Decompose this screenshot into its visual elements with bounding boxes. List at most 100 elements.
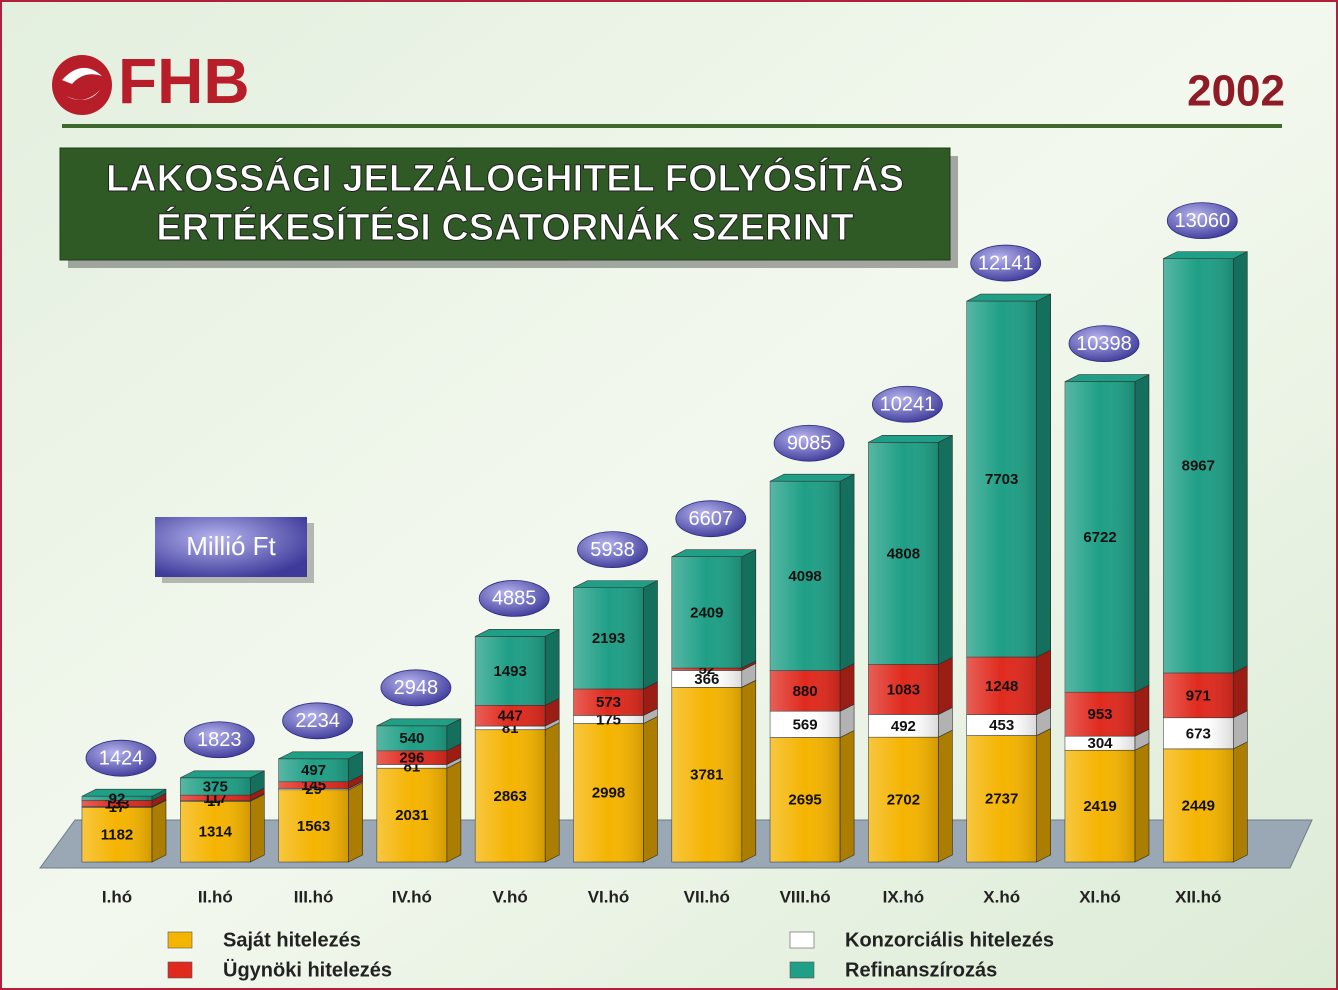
bar-shine [868, 714, 939, 738]
data-label: 880 [793, 683, 818, 700]
bar-side-shade [348, 782, 363, 862]
bar-side-shade [545, 629, 560, 706]
data-label: 2998 [592, 785, 625, 802]
legend-label: Saját hitelezés [223, 929, 361, 951]
bar-top [966, 293, 1051, 302]
bar-side-shade [250, 770, 265, 796]
data-label: 366 [694, 671, 719, 688]
bar-side-shade [1036, 728, 1051, 862]
bar-side-shade [446, 757, 461, 769]
bar-shine [671, 687, 742, 862]
bar-side-shade [152, 793, 166, 807]
total-label: 12141 [978, 252, 1034, 274]
bar-shine [82, 806, 152, 808]
data-label: 2031 [395, 807, 428, 824]
data-label: 4098 [788, 568, 821, 585]
bar-side-shade [643, 716, 658, 862]
data-label: 569 [793, 716, 818, 733]
bar-shine [278, 788, 349, 790]
data-label: 3781 [690, 767, 723, 784]
bar-shine [671, 556, 742, 669]
bar-side-shade [152, 789, 166, 801]
bar-side-shade [643, 580, 658, 689]
legend-label: Ügynöki hitelezés [223, 958, 392, 981]
bar-shine [376, 768, 447, 862]
data-label: 447 [498, 708, 523, 725]
total-badge [1068, 325, 1140, 363]
data-label: 304 [1087, 735, 1113, 752]
bar-top [573, 580, 658, 588]
bar-shine [82, 807, 152, 862]
legend-label: Refinanszírozás [845, 959, 997, 981]
total-label: 1424 [99, 747, 144, 769]
bar-shine [1163, 748, 1234, 862]
data-label: 1083 [887, 681, 920, 698]
bar-top [1064, 374, 1150, 382]
data-label: 375 [203, 778, 228, 795]
header-rule [62, 124, 1282, 128]
data-label: 540 [399, 730, 424, 747]
bar-shine [475, 725, 546, 730]
data-label: 2863 [494, 788, 527, 805]
bar-shine [376, 725, 447, 751]
bar-side-shade [1135, 374, 1149, 693]
title-box [59, 147, 951, 261]
bar-side-shade [348, 774, 363, 789]
bar-side-shade [938, 707, 953, 738]
total-badge [872, 385, 943, 423]
bar-shine [868, 442, 939, 665]
bar-side-shade [152, 800, 166, 862]
legend-swatch [167, 931, 193, 949]
bar-side-shade [938, 435, 953, 665]
total-label: 1823 [197, 729, 242, 751]
data-label: 2193 [592, 630, 625, 647]
data-label: 453 [989, 717, 1014, 734]
bar-top [180, 770, 265, 779]
bar-shine [868, 664, 939, 715]
bar-shine [868, 737, 939, 862]
data-label: 1314 [199, 824, 233, 841]
bar-shine [770, 670, 841, 712]
total-label: 9085 [787, 433, 832, 455]
bar-shine [278, 781, 349, 789]
bar-top [376, 718, 462, 727]
bar-top [81, 788, 167, 797]
logo-text: FHB [118, 45, 250, 117]
bar-shine [770, 481, 841, 671]
x-tick-label: VIII.hó [780, 887, 831, 906]
bar-shine [475, 705, 546, 726]
data-label: 6722 [1083, 529, 1116, 546]
bar-shine [1163, 672, 1234, 718]
bar-side-shade [545, 698, 560, 726]
unit-label: Millió Ft [186, 531, 276, 561]
total-label: 5938 [590, 539, 635, 561]
total-label: 2234 [295, 710, 340, 732]
bar-side-shade [741, 680, 756, 862]
bar-shine [573, 723, 644, 862]
bar-side-shade [643, 708, 658, 724]
total-badge [675, 500, 747, 538]
bar-shine [1065, 692, 1135, 737]
bar-shine [82, 796, 152, 801]
bar-side-shade [938, 657, 953, 715]
total-label: 10398 [1076, 333, 1132, 355]
bar-shine [1065, 381, 1135, 693]
data-label: 953 [1087, 706, 1112, 723]
bar-shine [180, 795, 251, 801]
x-tick-label: VI.hó [588, 887, 630, 906]
bar-side-shade [840, 730, 855, 862]
x-tick-label: IX.hó [883, 887, 925, 906]
data-label: 1182 [101, 827, 134, 844]
bar-shine [1163, 717, 1234, 749]
unit-box [155, 517, 307, 577]
total-badge [970, 244, 1042, 282]
bar-side-shade [741, 549, 756, 669]
bar-side-shade [741, 661, 756, 671]
total-badge [282, 702, 354, 740]
bar-side-shade [1233, 251, 1248, 673]
total-badge [478, 579, 550, 617]
bar-top [475, 629, 560, 637]
bar-shine [573, 688, 644, 716]
total-badge [577, 531, 648, 569]
bar-shine [1065, 736, 1135, 751]
